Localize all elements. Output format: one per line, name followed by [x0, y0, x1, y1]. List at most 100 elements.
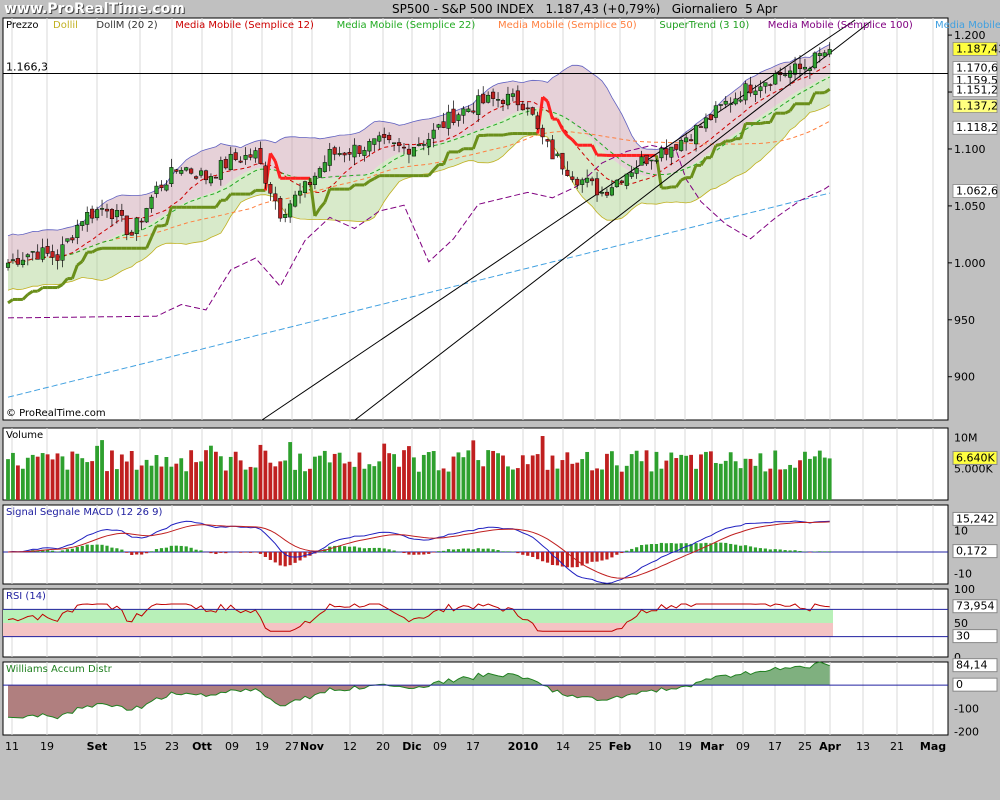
macd-hist-bar [273, 551, 277, 563]
supertrend-segment [808, 92, 817, 105]
macd-tag [952, 511, 998, 526]
volume-bar [713, 462, 718, 500]
macd-hist-bar [422, 551, 426, 555]
candle-body [520, 103, 525, 111]
x-tick-label: 17 [768, 740, 782, 753]
macd-hist-bar [679, 543, 683, 552]
volume-bar [753, 465, 758, 500]
candle-body [595, 178, 600, 196]
candle-body [218, 160, 223, 180]
macd-hist-bar [90, 544, 94, 552]
candle-body [768, 84, 773, 86]
candle-body [694, 125, 699, 145]
macd-hist-bar [125, 551, 129, 553]
volume-bar [367, 464, 372, 500]
volume-bar [124, 461, 129, 500]
candle-body [629, 172, 634, 177]
volume-bar [723, 460, 728, 500]
macd-panel [2, 504, 949, 585]
volume-bar [476, 460, 481, 500]
macd-hist-bar [823, 551, 827, 552]
macd-hist-bar [590, 551, 594, 562]
x-tick-label: 19 [678, 740, 692, 753]
candle-body [80, 221, 85, 226]
candle-body [634, 167, 639, 174]
macd-hist-bar [194, 549, 198, 552]
candle-body [604, 191, 610, 196]
candle-body [302, 181, 308, 193]
volume-bar [228, 456, 233, 500]
volume-bar [288, 442, 293, 500]
macd-hist-bar [739, 545, 743, 552]
volume-bar [253, 467, 258, 500]
candle-body [486, 94, 491, 103]
supertrend-segment [546, 100, 554, 120]
supertrend-segment [323, 188, 332, 203]
macd-hist-bar [298, 551, 302, 561]
volume-bar [60, 456, 65, 500]
candle-body [639, 156, 644, 166]
macd-hist-bar [630, 548, 634, 552]
volume-bar [313, 456, 317, 500]
volume-bar [377, 461, 382, 500]
macd-hist-bar [743, 545, 748, 552]
x-tick-label: 2010 [508, 740, 539, 753]
supertrend-segment [249, 189, 257, 196]
volume-bar [803, 451, 807, 500]
volume-bar [456, 452, 461, 500]
x-tick-label: 25 [588, 740, 602, 753]
candle-body [753, 90, 758, 95]
supertrend-segment [145, 236, 153, 249]
candle-body [347, 152, 352, 155]
candle-body [307, 181, 312, 186]
macd-hist-bar [580, 551, 584, 566]
candle-body [411, 146, 416, 157]
legend-item: SuperTrend (3 10) [659, 20, 749, 31]
volume-bar [718, 463, 723, 500]
site-url[interactable]: www.ProRealTime.com [4, 1, 185, 17]
volume-bar [520, 455, 525, 500]
supertrend-segment [427, 168, 435, 177]
macd-hist-bar [689, 543, 693, 552]
macd-hist-bar [442, 550, 446, 552]
candle-body [743, 83, 748, 101]
value-tag [952, 99, 998, 113]
macd-hist-bar [95, 544, 99, 552]
macd-hist-bar [80, 545, 84, 552]
macd-hist-bar [135, 551, 139, 555]
supertrend-segment [26, 289, 34, 296]
legend-item: Media Mobile (Semplice 22) [337, 20, 476, 31]
supertrend-segment [56, 283, 64, 289]
macd-hist-bar [268, 551, 272, 560]
legend-item: Media Mobile (Semplice 100) [768, 20, 913, 31]
supertrend-segment [507, 132, 514, 136]
volume-bar [218, 456, 223, 500]
value-tag-label: 1.118,2 [956, 121, 998, 134]
volume-bar [570, 463, 575, 500]
candle-body [298, 190, 303, 196]
candle-body [283, 214, 288, 218]
volume-bar [90, 461, 95, 500]
macd-hist-bar [387, 549, 391, 552]
volume-bar [248, 466, 253, 500]
macd-hist-bar [783, 550, 787, 552]
macd-hist-bar [184, 546, 188, 552]
candle-body [649, 159, 654, 162]
volume-bar [65, 469, 70, 500]
candle-body [510, 93, 515, 97]
candle-body [139, 220, 144, 223]
wad-tick: -100 [954, 702, 979, 715]
volume-bar [684, 455, 689, 500]
candle-body [466, 108, 471, 112]
y-tick-label: 950 [954, 314, 975, 327]
volume-bar [412, 457, 416, 500]
candle-body [698, 126, 704, 128]
volume-bar [441, 468, 446, 500]
volume-bar [263, 450, 268, 500]
macd-hist-bar [501, 551, 505, 552]
candle-body [382, 133, 387, 138]
volume-bar [763, 471, 768, 500]
volume-bar [659, 468, 664, 500]
